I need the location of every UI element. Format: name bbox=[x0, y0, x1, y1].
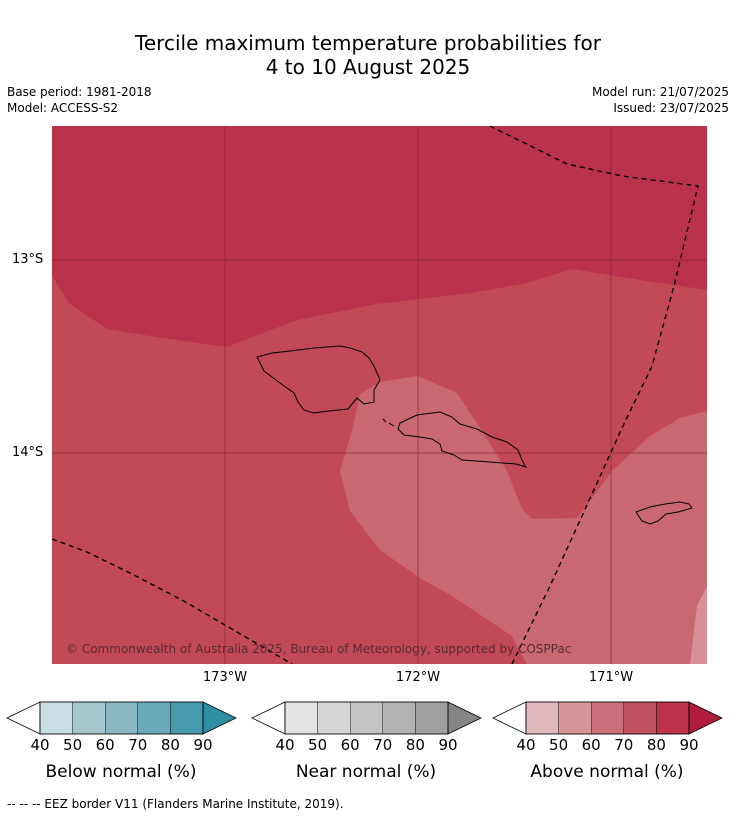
lon-label-171w: 171°W bbox=[588, 670, 634, 685]
colorbar-near-tick: 50 bbox=[308, 736, 328, 754]
colorbar-near-tick: 90 bbox=[438, 736, 458, 754]
colorbar-above-extend-low bbox=[492, 701, 527, 735]
probability-map: © Commonwealth of Australia 2025, Bureau… bbox=[52, 126, 707, 664]
colorbar-near-extend-high bbox=[447, 701, 482, 735]
colorbar-above-segment bbox=[558, 701, 592, 735]
colorbar-below-tick: 90 bbox=[193, 736, 213, 754]
colorbar-below-tick: 40 bbox=[30, 736, 50, 754]
tutuila-island bbox=[635, 501, 693, 525]
title-line-1: Tercile maximum temperature probabilitie… bbox=[135, 31, 601, 55]
colorbar-below-tick: 50 bbox=[63, 736, 83, 754]
colorbar-above-tick: 90 bbox=[679, 736, 699, 754]
colorbar-below-tick: 60 bbox=[95, 736, 115, 754]
meta-right: Model run: 21/07/2025 Issued: 23/07/2025 bbox=[592, 84, 729, 116]
eez-borders bbox=[52, 126, 699, 664]
colorbar-above bbox=[492, 701, 723, 735]
colorbar-above-tick: 50 bbox=[549, 736, 569, 754]
colorbar-label-below: Below normal (%) bbox=[45, 762, 197, 782]
islet-1 bbox=[382, 418, 387, 423]
colorbar-above-tick: 80 bbox=[646, 736, 666, 754]
colorbar-near-extend-low bbox=[251, 701, 286, 735]
colorbar-above-segment bbox=[623, 701, 657, 735]
meta-left: Base period: 1981-2018 Model: ACCESS-S2 bbox=[7, 84, 152, 116]
colorbar-below-outline bbox=[39, 701, 204, 735]
colorbar-above-tick: 60 bbox=[581, 736, 601, 754]
colorbar-above-segment bbox=[525, 701, 559, 735]
colorbar-near bbox=[251, 701, 482, 735]
lon-label-172w: 172°W bbox=[395, 670, 441, 685]
colorbar-near-segment bbox=[382, 701, 416, 735]
colorbar-near-segment bbox=[350, 701, 384, 735]
colorbar-near-segment bbox=[415, 701, 449, 735]
colorbar-below-segment bbox=[104, 701, 138, 735]
colorbar-label-near: Near normal (%) bbox=[295, 762, 437, 782]
issued-date: Issued: 23/07/2025 bbox=[613, 101, 729, 115]
copyright-text: © Commonwealth of Australia 2025, Bureau… bbox=[66, 642, 572, 656]
graticule bbox=[52, 126, 707, 664]
eez-border-east bbox=[489, 126, 699, 664]
lon-label-173w: 173°W bbox=[202, 670, 248, 685]
colorbar-above-tick: 70 bbox=[614, 736, 634, 754]
model-run: Model run: 21/07/2025 bbox=[591, 85, 729, 99]
colorbar-above-segment bbox=[591, 701, 625, 735]
colorbar-near-outline bbox=[284, 701, 449, 735]
colorbar-below-segment bbox=[39, 701, 73, 735]
eez-footer-note: -- -- -- EEZ border V11 (Flanders Marine… bbox=[7, 797, 344, 811]
colorbar-above-extend-high bbox=[688, 701, 723, 735]
map-svg bbox=[52, 126, 707, 664]
page-title: Tercile maximum temperature probabilitie… bbox=[0, 31, 736, 79]
eez-border-west bbox=[52, 538, 293, 664]
colorbar-below-tick: 80 bbox=[160, 736, 180, 754]
colorbar-near-segment bbox=[284, 701, 318, 735]
colorbar-near-tick: 60 bbox=[340, 736, 360, 754]
colorbar-below-segment bbox=[170, 701, 204, 735]
colorbars bbox=[6, 701, 723, 735]
colorbar-below-extend-low bbox=[6, 701, 41, 735]
zone-above-50 bbox=[690, 586, 707, 664]
zone-above-60 bbox=[340, 376, 707, 664]
colorbar-below-segment bbox=[72, 701, 106, 735]
colorbar-below-extend-high bbox=[202, 701, 237, 735]
colorbar-near-segment bbox=[317, 701, 351, 735]
colorbar-above-tick: 40 bbox=[516, 736, 536, 754]
colorbar-below bbox=[6, 701, 237, 735]
colorbar-below-segment bbox=[137, 701, 171, 735]
islet-2 bbox=[388, 422, 395, 427]
savaii-island bbox=[397, 411, 528, 468]
title-line-2: 4 to 10 August 2025 bbox=[265, 55, 471, 79]
colorbar-above-outline bbox=[525, 701, 690, 735]
lat-label-13s: 13°S bbox=[12, 252, 44, 267]
colorbar-near-tick: 70 bbox=[373, 736, 393, 754]
colorbar-below-tick: 70 bbox=[128, 736, 148, 754]
colorbar-above-segment bbox=[656, 701, 690, 735]
upolu-island bbox=[256, 345, 381, 414]
colorbar-near-tick: 80 bbox=[405, 736, 425, 754]
colorbar-label-above: Above normal (%) bbox=[530, 762, 684, 782]
islands bbox=[256, 345, 693, 525]
base-period: Base period: 1981-2018 bbox=[7, 85, 152, 99]
colorbar-near-tick: 40 bbox=[275, 736, 295, 754]
lat-label-14s: 14°S bbox=[12, 445, 44, 460]
model-name: Model: ACCESS-S2 bbox=[7, 101, 119, 115]
